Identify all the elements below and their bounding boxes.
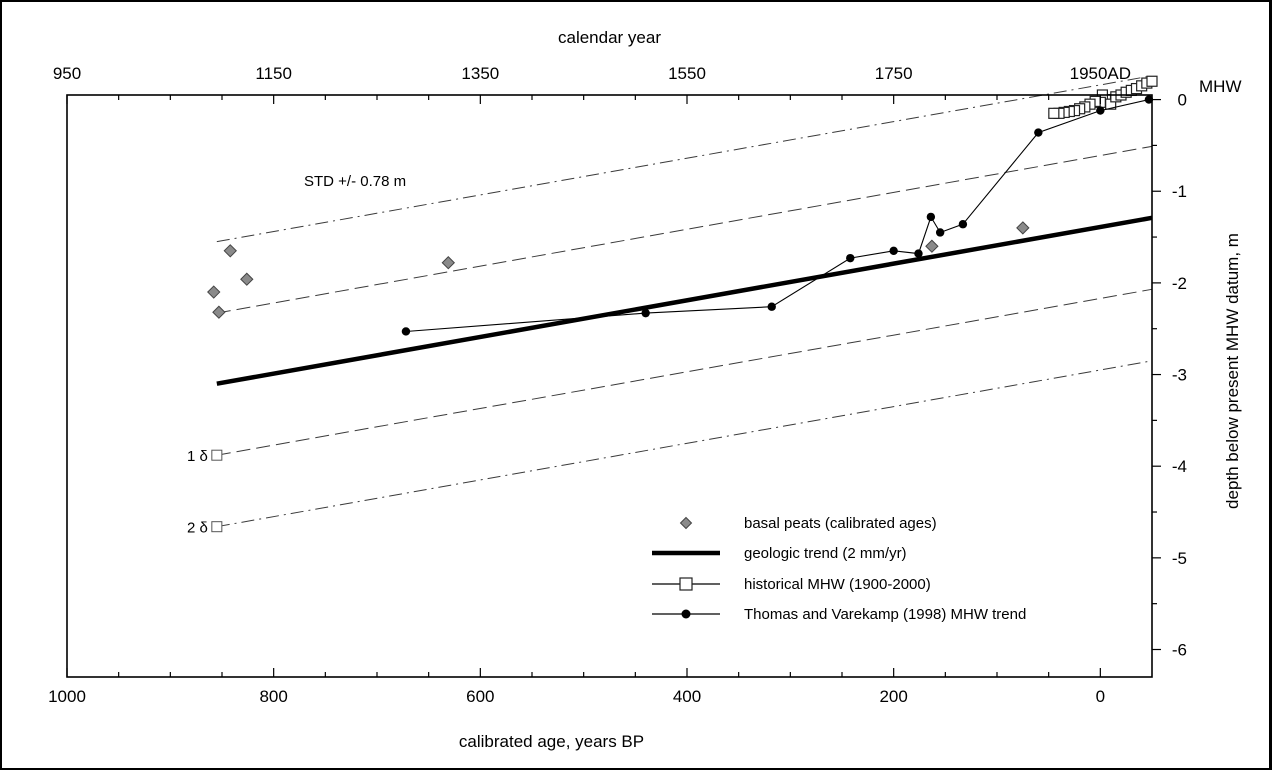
std-band-lines: 1 δ 2 δ — [187, 75, 1153, 537]
peat-point — [207, 285, 221, 299]
top-tick-label: 1350 — [461, 64, 499, 83]
std-annotation: STD +/- 0.78 m — [304, 173, 406, 190]
top-tick-label: 1950AD — [1070, 64, 1131, 83]
peat-point — [240, 272, 254, 286]
std-line-label: 1 δ — [187, 448, 208, 465]
peat-point — [925, 239, 939, 253]
std-line-3 — [216, 288, 1153, 456]
legend-swatch-diamond — [679, 516, 693, 530]
thomas-trend-line — [405, 99, 1150, 333]
historical-point — [1048, 107, 1060, 119]
thomas-point — [889, 246, 898, 256]
thomas-point — [935, 228, 945, 237]
y-tick-label: -4 — [1172, 457, 1187, 476]
thomas-point — [767, 302, 776, 311]
std-line-1 — [216, 75, 1153, 243]
std-line-label: 2 δ — [187, 520, 208, 537]
legend-label: historical MHW (1900-2000) — [744, 576, 931, 593]
peat-point — [212, 305, 226, 319]
legend-label: geologic trend (2 mm/yr) — [744, 545, 907, 562]
top-axis-title: calendar year — [558, 28, 661, 47]
y-axis-title: depth below present MHW datum, m — [1223, 233, 1242, 509]
y-tick-label: 0 — [1178, 91, 1187, 110]
x-tick-label: 0 — [1096, 687, 1105, 706]
thomas-point — [846, 253, 855, 263]
top-tick-label: 1150 — [255, 64, 292, 83]
peat-point — [441, 256, 456, 270]
axes — [66, 94, 1153, 678]
legend-swatch-square — [679, 577, 693, 591]
plot-area-border — [66, 94, 1153, 678]
legend-label: basal peats (calibrated ages) — [744, 515, 937, 532]
series-2 — [216, 215, 1153, 386]
top-axis-ticks: 950 1150 1350 1550 1750 1950AD — [53, 64, 1131, 104]
thomas-point — [1144, 95, 1154, 104]
y-tick-label: -2 — [1172, 274, 1187, 293]
series-1 — [207, 221, 1030, 319]
right-axis-ticks: 0 -1 -2 -3 -4 -5 -6 — [1152, 91, 1187, 660]
legend-item: Thomas and Varekamp (1998) MHW trend — [652, 606, 1026, 623]
thomas-point — [958, 220, 968, 229]
legend: basal peats (calibrated ages) geologic tr… — [652, 515, 1026, 623]
top-tick-label: 1550 — [668, 64, 706, 83]
series-layer — [207, 75, 1158, 386]
y-tick-label: -3 — [1172, 366, 1187, 385]
top-tick-label: 1750 — [875, 64, 913, 83]
legend-item: basal peats (calibrated ages) — [679, 515, 937, 532]
peat-point — [1016, 221, 1030, 235]
thomas-point — [914, 249, 923, 258]
x-tick-label: 200 — [879, 687, 907, 706]
thomas-point — [401, 327, 411, 336]
historical-point — [1146, 75, 1158, 87]
top-tick-label: 950 — [53, 64, 81, 83]
thomas-point — [1096, 106, 1105, 115]
thomas-point — [1034, 128, 1043, 137]
thomas-point — [641, 308, 650, 318]
legend-label: Thomas and Varekamp (1998) MHW trend — [744, 606, 1026, 623]
std-line-end-marker — [211, 449, 223, 461]
std-line-2 — [216, 145, 1153, 314]
mhw-label: MHW — [1199, 77, 1241, 96]
y-tick-label: -5 — [1172, 549, 1187, 568]
x-axis-title: calibrated age, years BP — [459, 732, 644, 751]
thomas-point — [926, 212, 936, 222]
legend-swatch-circle — [681, 609, 691, 619]
geologic-trend-line — [216, 215, 1153, 386]
x-tick-label: 1000 — [48, 687, 86, 706]
y-tick-label: -1 — [1172, 182, 1187, 201]
series-4 — [401, 95, 1154, 336]
legend-item: geologic trend (2 mm/yr) — [652, 545, 907, 562]
legend-item: historical MHW (1900-2000) — [652, 576, 931, 593]
x-tick-label: 800 — [259, 687, 287, 706]
std-line-end-marker — [211, 521, 223, 533]
x-tick-label: 600 — [466, 687, 494, 706]
peat-point — [223, 244, 237, 258]
std-line-4 — [216, 360, 1153, 528]
y-tick-label: -6 — [1172, 641, 1187, 660]
x-tick-label: 400 — [673, 687, 701, 706]
bottom-axis-ticks: 1000 800 600 400 200 0 — [48, 668, 1105, 706]
